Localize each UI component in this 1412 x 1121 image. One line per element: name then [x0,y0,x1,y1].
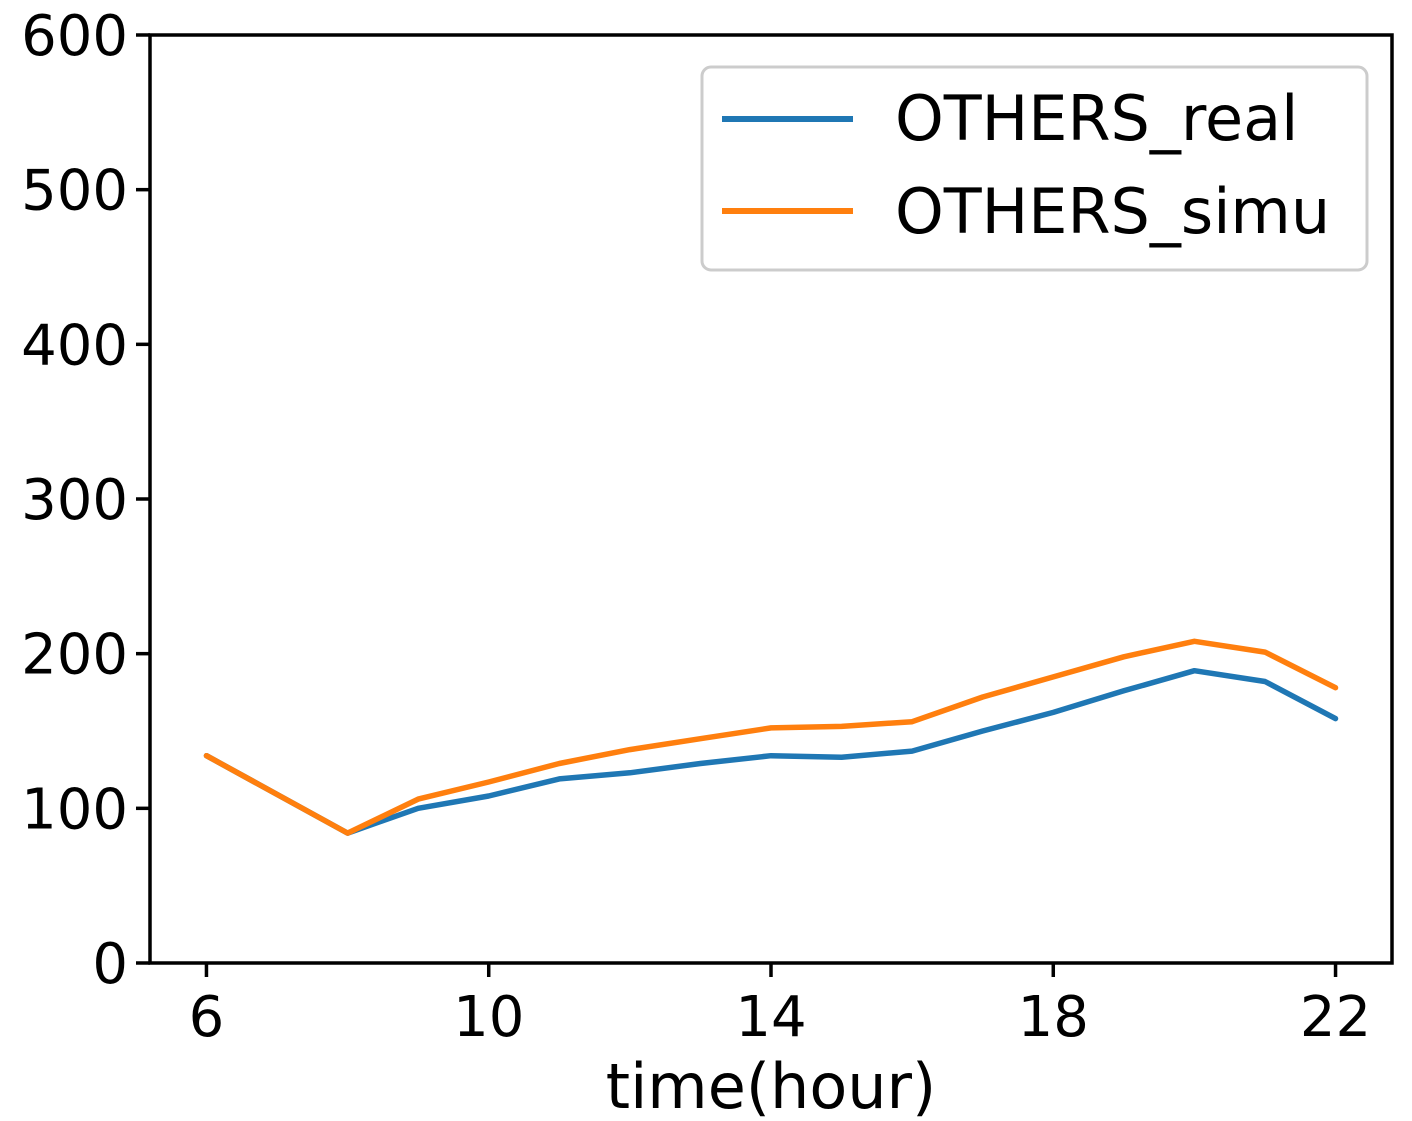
y-tick-label: 200 [21,623,128,688]
y-tick-label: 500 [21,159,128,224]
y-tick-label: 100 [21,777,128,842]
y-axis-ticks: 0 100 200 300 400 500 600 [21,4,150,997]
series-line-others_simu [203,638,1339,836]
series-line-others_real [203,667,1339,836]
legend-label-others-real: OTHERS_real [895,82,1298,155]
x-tick-label: 14 [735,985,806,1050]
legend-box [700,65,1369,272]
legend-label-others-simu: OTHERS_simu [895,175,1330,248]
x-tick-label: 22 [1300,985,1371,1050]
y-tick-label: 400 [21,313,128,378]
x-tick-label: 6 [189,985,225,1050]
x-tick-label: 18 [1018,985,1089,1050]
y-tick-label: 600 [21,4,128,69]
legend: OTHERS_real OTHERS_simu [700,65,1369,272]
x-tick-label: 10 [453,985,524,1050]
y-tick-label: 0 [92,932,128,997]
y-tick-label: 300 [21,468,128,533]
x-axis-ticks: 6 10 14 18 22 [189,963,1371,1050]
x-axis-label: time(hour) [606,1050,936,1121]
series-lines [203,638,1339,836]
